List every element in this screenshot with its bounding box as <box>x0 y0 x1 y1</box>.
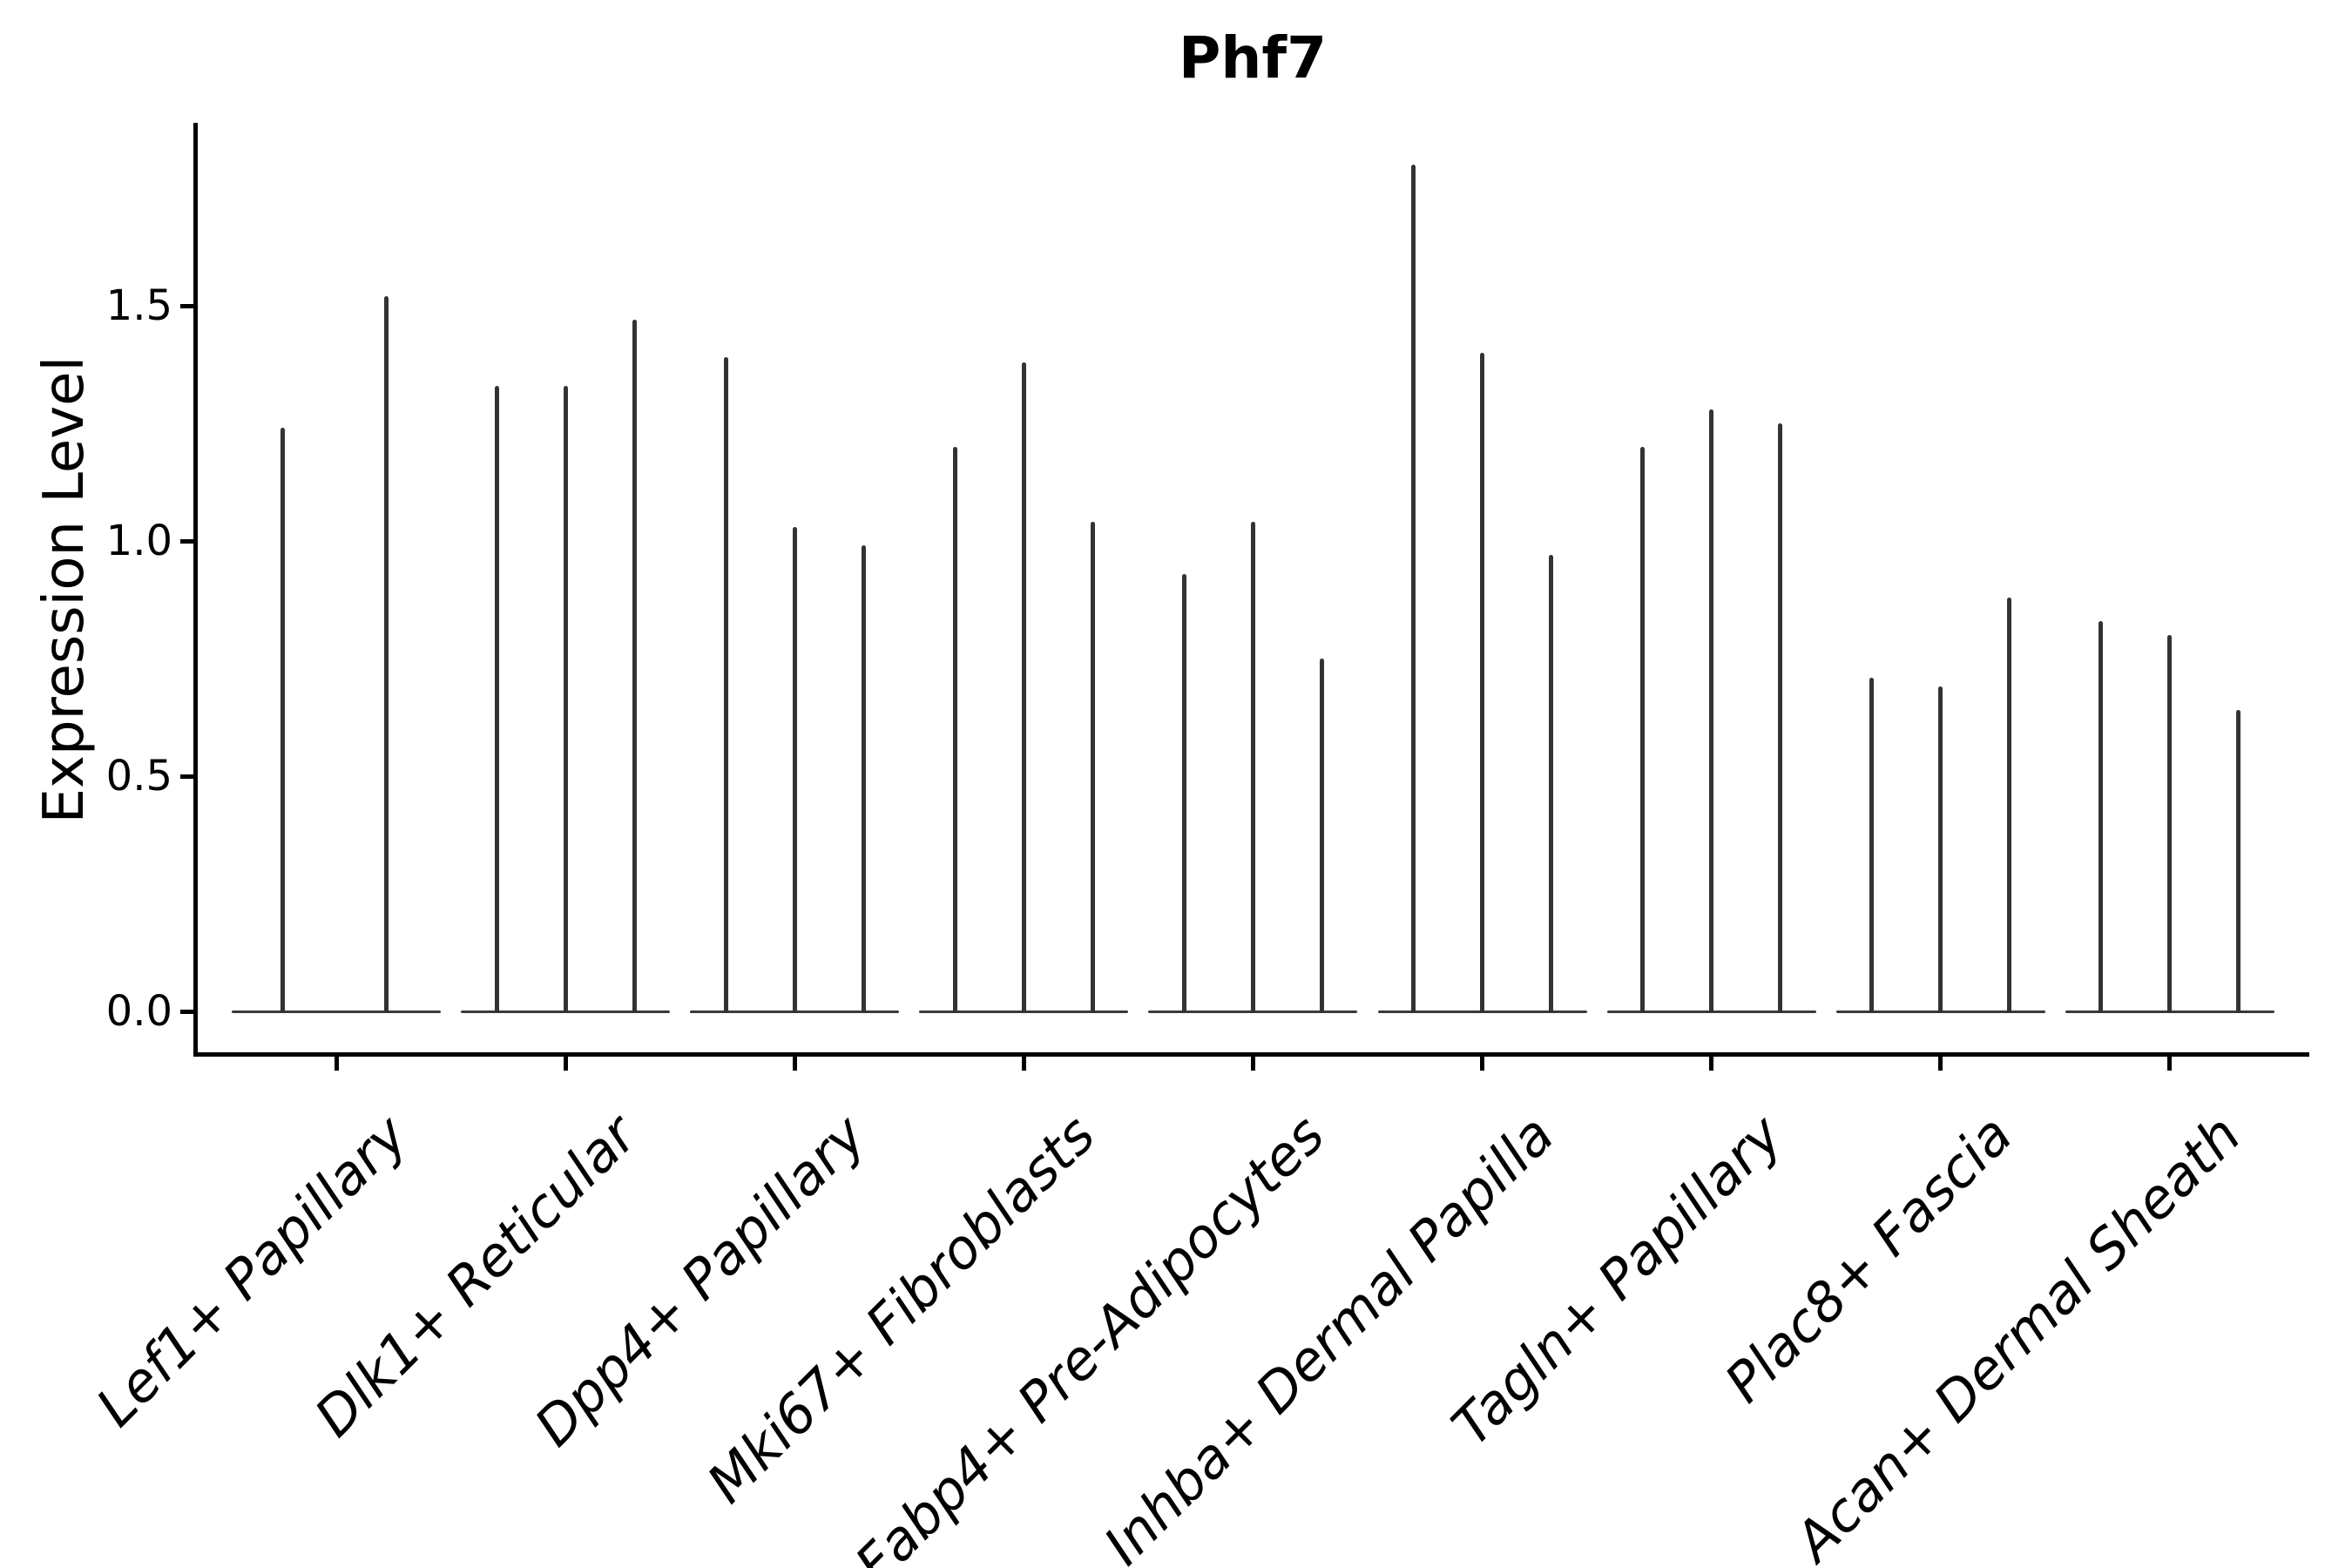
violin-spike <box>632 320 637 1013</box>
violin-spike <box>1319 659 1324 1013</box>
x-tick-label: Acan+ Dermal Sheath <box>1782 1103 2254 1568</box>
x-tick <box>792 1057 797 1071</box>
y-tick <box>180 1009 196 1014</box>
violin-spike <box>1640 447 1646 1013</box>
violin-spike <box>1549 555 1553 1013</box>
violin-spike <box>1709 409 1714 1013</box>
violin-spike <box>1869 677 1875 1013</box>
violin-spike <box>1778 423 1783 1013</box>
y-tick-label: 1.5 <box>105 281 172 330</box>
violin-spike <box>792 526 797 1013</box>
y-tick-label: 0.0 <box>105 987 172 1036</box>
y-tick <box>180 774 196 779</box>
violin-spike <box>280 428 285 1013</box>
y-tick <box>180 303 196 308</box>
y-tick-label: 0.5 <box>105 752 172 801</box>
x-tick-label: Inhba+ Dermal Papilla <box>1091 1103 1566 1568</box>
violin-spike <box>1090 522 1095 1013</box>
violin-spike <box>1411 165 1416 1013</box>
x-tick <box>1021 1057 1026 1071</box>
x-tick <box>1250 1057 1255 1071</box>
violin-spike <box>2167 635 2173 1013</box>
x-tick <box>2167 1057 2173 1071</box>
violin-baseline <box>232 1010 441 1013</box>
chart-title: Phf7 <box>1179 24 1327 91</box>
x-tick <box>334 1057 339 1071</box>
violin-spike <box>1181 573 1186 1013</box>
x-tick <box>1480 1057 1484 1071</box>
violin-spike <box>952 447 957 1013</box>
violin-spike <box>2236 710 2241 1013</box>
violin-spike <box>1480 353 1484 1013</box>
violin-spike <box>1021 362 1026 1013</box>
y-tick-label: 1.0 <box>105 517 172 565</box>
x-tick <box>563 1057 568 1071</box>
violin-spike <box>2099 620 2104 1013</box>
violin-spike <box>1250 522 1255 1013</box>
x-axis-spine <box>193 1052 2309 1057</box>
violin-spike <box>861 545 866 1013</box>
violin-spike <box>2007 597 2012 1013</box>
violin-spike <box>563 385 568 1013</box>
violin-spike <box>1938 686 1943 1013</box>
x-tick <box>1938 1057 1943 1071</box>
y-axis-spine <box>193 123 198 1057</box>
y-tick <box>180 538 196 544</box>
x-tick-label: Mki67+ Fibroblasts <box>694 1103 1107 1516</box>
violin-spike <box>494 385 499 1013</box>
violin-spike <box>383 296 389 1013</box>
x-tick <box>1709 1057 1714 1071</box>
violin-spike <box>723 357 728 1013</box>
